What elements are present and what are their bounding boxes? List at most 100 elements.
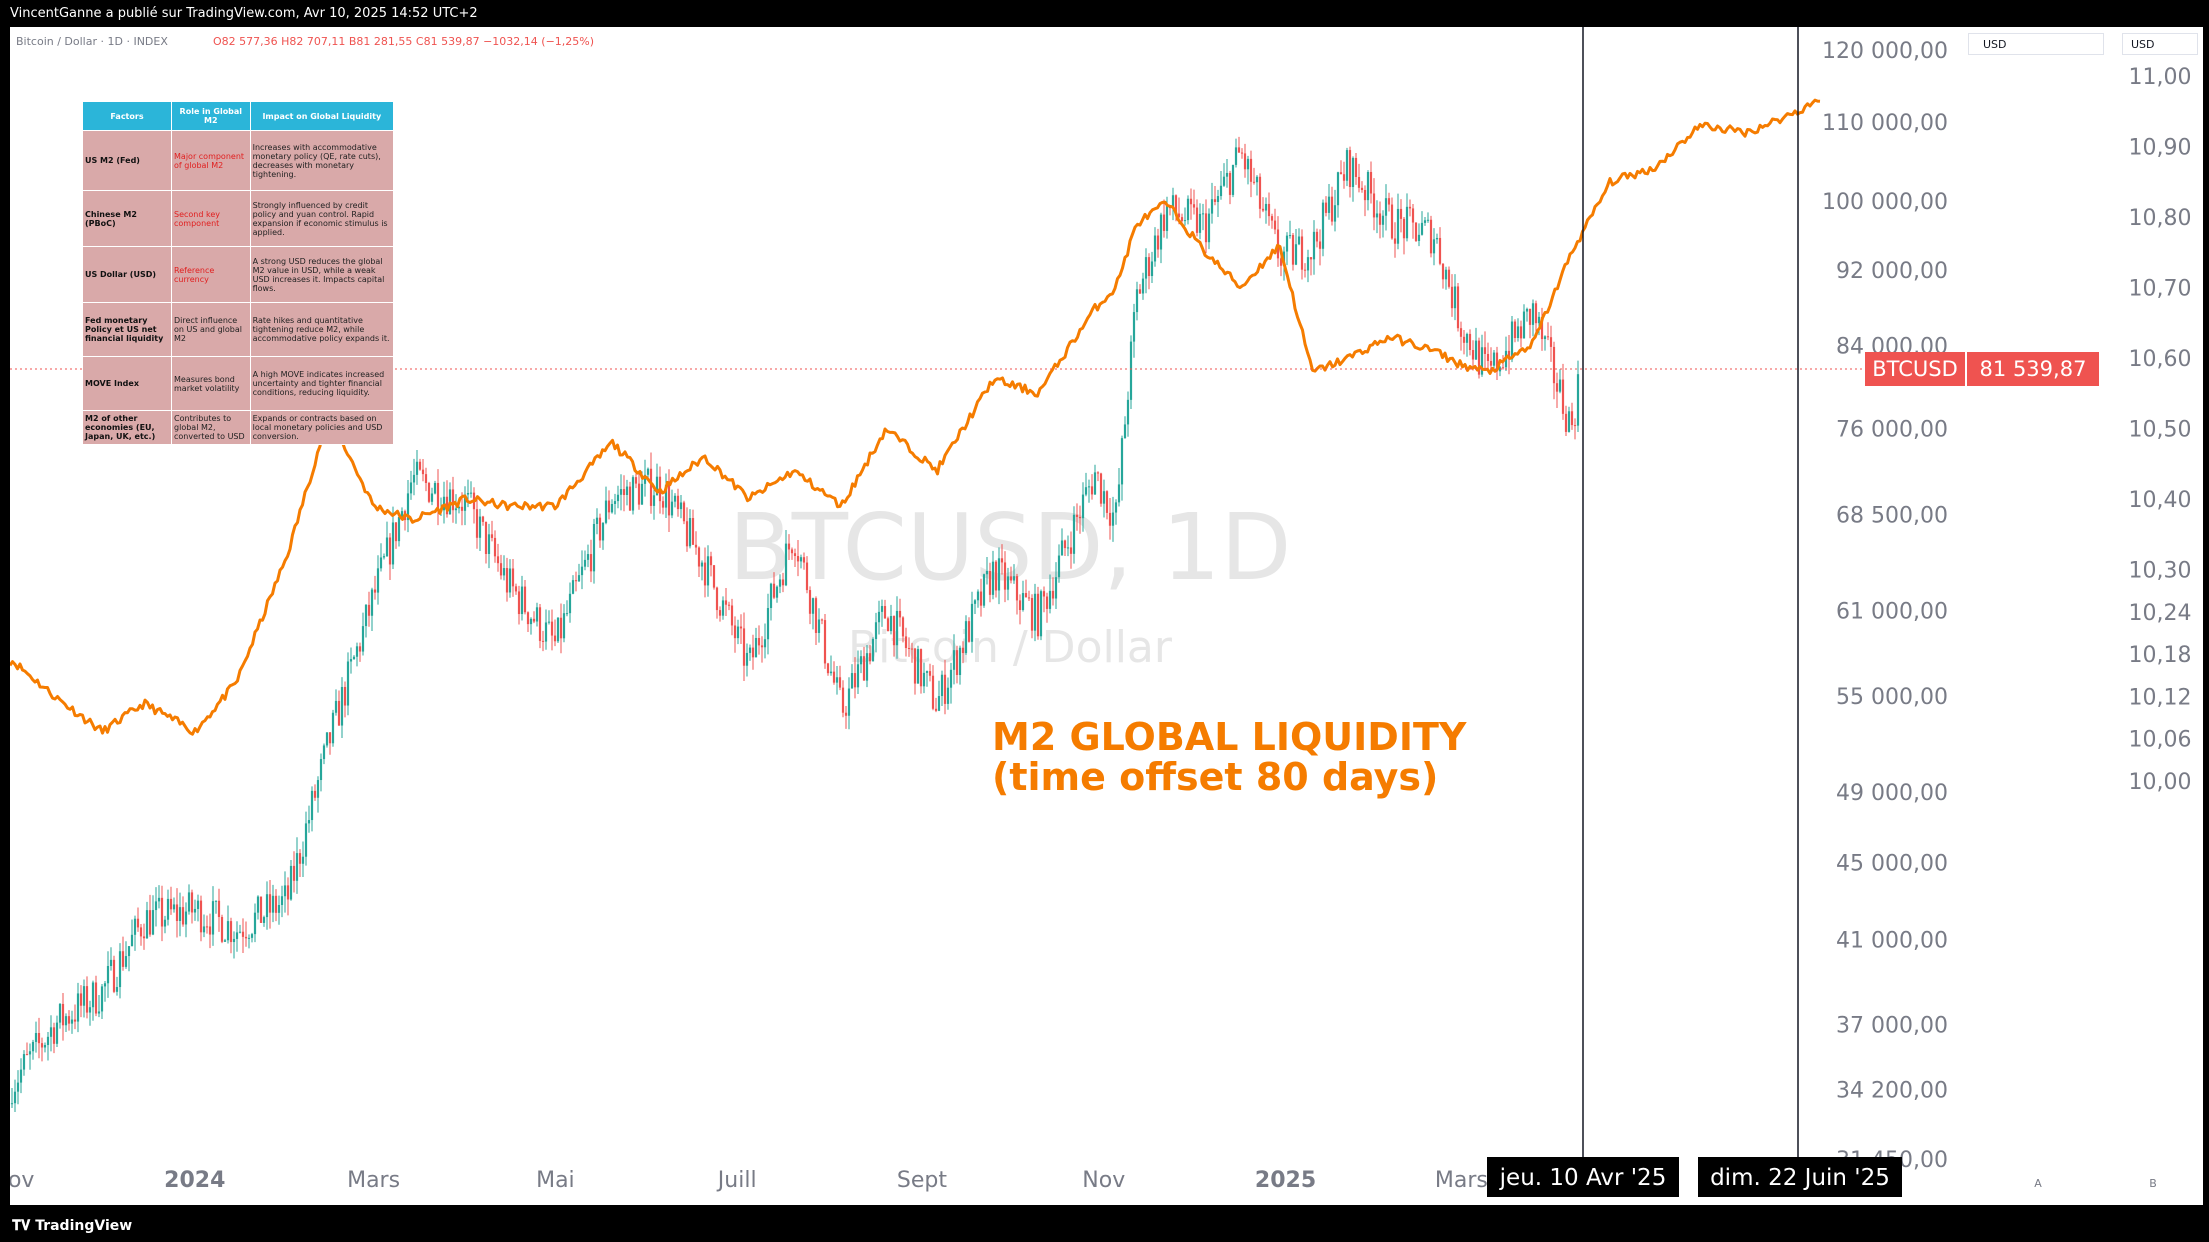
candle-body [829, 671, 833, 674]
candle-body [1237, 147, 1241, 153]
candle-body [1366, 171, 1370, 201]
candle-body [1393, 238, 1397, 244]
candle-body [1156, 235, 1160, 250]
candle-body [208, 926, 212, 935]
candle-body [88, 1007, 92, 1013]
candle-body [460, 506, 464, 511]
chart-panel[interactable]: BTCUSD, 1D Bitcoin / Dollar 31 450,0034 … [10, 27, 2203, 1205]
candle-body [673, 495, 677, 502]
candle-body [160, 897, 164, 927]
candle-body [343, 686, 347, 706]
candle-body [73, 1019, 77, 1022]
candle-body [130, 934, 134, 947]
candle-body [91, 982, 95, 1008]
candle-body [511, 568, 515, 587]
candle-body [877, 611, 881, 623]
log-scale-button[interactable]: B [2149, 1177, 2157, 1190]
candle-body [145, 910, 149, 939]
candle-body [610, 504, 614, 513]
candle-body [769, 583, 773, 609]
candle-body [1222, 176, 1226, 186]
candle-body [1087, 486, 1091, 488]
date-marker-1-bg [1487, 1157, 1679, 1197]
candle-body [196, 900, 200, 909]
candle-body [1234, 147, 1238, 165]
candle-body [1180, 217, 1184, 221]
candle-body [1267, 203, 1271, 217]
price-tick-label: 49 000,00 [1836, 781, 1948, 806]
candle-body [1408, 206, 1412, 209]
candle-body [781, 579, 785, 586]
table-cell: Chinese M2 (PBoC) [81, 190, 173, 247]
candle-body [907, 647, 911, 649]
candle-body [1207, 213, 1211, 243]
candle-body [1072, 514, 1076, 554]
candle-body [358, 646, 362, 652]
candle-body [619, 489, 623, 495]
candle-body [220, 917, 224, 942]
currency-selector-left[interactable]: USD [1968, 33, 2104, 55]
candle-body [508, 568, 512, 593]
candle-body [187, 892, 191, 912]
candle-body [1543, 336, 1547, 340]
candle-body [934, 708, 938, 711]
candle-body [1459, 328, 1463, 337]
candle-body [1213, 199, 1217, 202]
candle-body [739, 626, 743, 629]
candle-body [919, 649, 923, 687]
candle-body [223, 940, 227, 942]
symbol-line: Bitcoin / Dollar · 1D · INDEX [16, 35, 168, 48]
candle-body [1036, 593, 1040, 637]
candle-body [1564, 413, 1568, 432]
candle-body [37, 1033, 41, 1044]
candle-body [46, 1036, 50, 1045]
candle-body [1111, 512, 1115, 526]
candle-body [865, 653, 869, 681]
price-chart[interactable]: BTCUSD, 1D Bitcoin / Dollar 31 450,0034 … [10, 27, 2203, 1205]
candle-body [961, 647, 965, 654]
candle-body [1489, 360, 1493, 366]
candle-body [721, 600, 725, 616]
candle-body [913, 648, 917, 684]
candle-body [1516, 326, 1520, 339]
m2-annotation-line2: (time offset 80 days) [992, 755, 1438, 799]
candle-body [1021, 593, 1025, 610]
candle-body [328, 732, 332, 744]
candle-body [295, 853, 299, 881]
candle-body [238, 931, 242, 933]
candle-body [760, 645, 764, 648]
candle-body [1417, 234, 1421, 241]
candle-body [601, 522, 605, 541]
candle-body [313, 790, 317, 798]
candle-body [1345, 150, 1349, 181]
candle-body [346, 661, 350, 706]
candle-body [1240, 152, 1244, 154]
candle-body [931, 675, 935, 709]
candle-body [484, 521, 488, 554]
candle-body [1012, 576, 1016, 581]
candle-body [241, 931, 245, 937]
candle-body [1192, 204, 1196, 208]
m2-tick-label: 10,18 [2129, 643, 2192, 668]
candle-body [61, 1003, 65, 1026]
candle-body [616, 494, 620, 502]
candle-body [1321, 202, 1325, 249]
candle-body [640, 483, 644, 505]
candle-body [1096, 472, 1100, 474]
candle-body [1285, 235, 1289, 252]
candle-body [535, 607, 539, 622]
candle-body [667, 484, 671, 516]
candle-body [1363, 189, 1367, 201]
candle-body [655, 476, 659, 496]
candle-body [184, 911, 188, 925]
candle-body [481, 516, 485, 522]
price-tick-label: 110 000,00 [1822, 111, 1948, 136]
tradingview-logo[interactable]: 𝐓𝐕 TradingView [12, 1218, 133, 1234]
candle-body [1507, 350, 1511, 360]
auto-scale-button[interactable]: A [2034, 1177, 2042, 1190]
candle-body [826, 663, 830, 674]
currency-selector-right[interactable]: USD [2122, 33, 2198, 55]
candle-body [1540, 316, 1544, 340]
candle-body [1150, 261, 1154, 277]
candle-body [1024, 593, 1028, 598]
